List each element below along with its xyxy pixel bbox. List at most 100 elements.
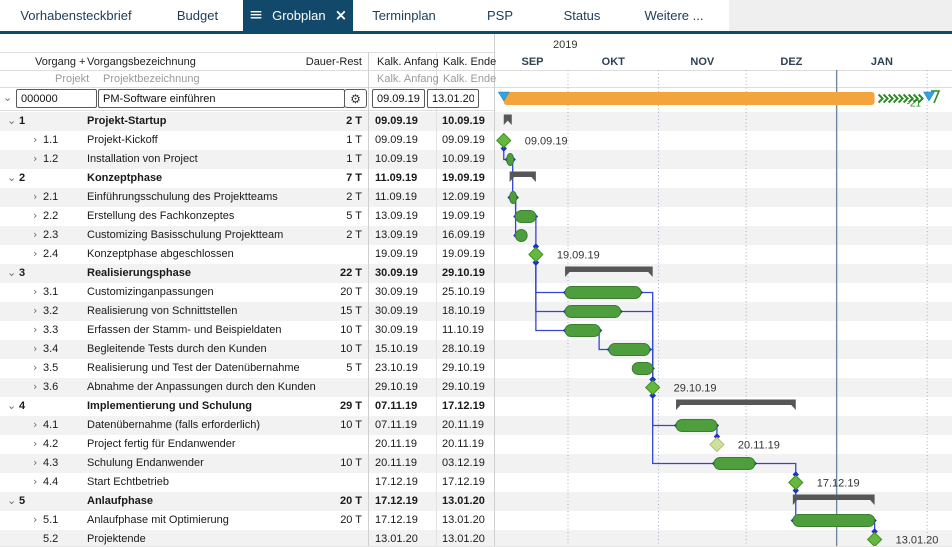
table-row-3.3[interactable]: ›3.3Erfassen der Stamm- und Beispieldate… (0, 321, 494, 340)
task-duration: 5 T (346, 362, 362, 375)
expand-chevron[interactable]: › (33, 342, 37, 355)
gantt-task-bar[interactable] (565, 325, 600, 337)
column-header-duration[interactable]: Dauer-Rest (306, 56, 362, 68)
task-number: 5 (19, 495, 25, 508)
task-start-date: 20.11.19 (375, 438, 417, 451)
project-start-input[interactable] (372, 89, 425, 108)
column-header-name[interactable]: Vorgangsbezeichnung (87, 56, 196, 68)
table-row-4.1[interactable]: ›4.1Datenübernahme (falls erforderlich)1… (0, 416, 494, 435)
table-row-1.2[interactable]: ›1.2Installation von Project1 T10.09.191… (0, 150, 494, 169)
collapse-chevron[interactable]: ⌄ (7, 399, 16, 412)
collapse-chevron[interactable]: ⌄ (7, 266, 16, 279)
project-settings-button[interactable]: ⚙ (344, 89, 367, 108)
task-end-date: 29.10.19 (442, 362, 485, 375)
task-number: 4.4 (43, 476, 58, 489)
table-row-4.4[interactable]: ›4.4Start Echtbetrieb17.12.1917.12.19 (0, 473, 494, 492)
expand-chevron[interactable]: › (33, 456, 37, 469)
table-row-2.1[interactable]: ›2.1Einführungsschulung des Projektteams… (0, 188, 494, 207)
project-expand-chevron[interactable]: ⌄ (3, 91, 12, 104)
task-end-date: 20.11.19 (442, 438, 484, 451)
table-row-4.3[interactable]: ›4.3Schulung Endanwender10 T20.11.1903.1… (0, 454, 494, 473)
expand-chevron[interactable]: › (33, 380, 37, 393)
table-row-3[interactable]: ⌄3Realisierungsphase22 T30.09.1929.10.19 (0, 264, 494, 283)
table-row-3.2[interactable]: ›3.2Realisierung von Schnittstellen15 T3… (0, 302, 494, 321)
collapse-chevron[interactable]: ⌄ (7, 171, 16, 184)
table-row-2.4[interactable]: ›2.4Konzeptphase abgeschlossen19.09.1919… (0, 245, 494, 264)
table-row-2.2[interactable]: ›2.2Erstellung des Fachkonzeptes5 T13.09… (0, 207, 494, 226)
expand-chevron[interactable]: › (33, 209, 37, 222)
gantt-task-bar[interactable] (565, 287, 641, 299)
buffer-chevron (919, 95, 923, 103)
gantt-summary-bar[interactable] (510, 172, 536, 183)
project-name-input[interactable] (98, 89, 345, 108)
collapse-chevron[interactable]: ⌄ (7, 114, 16, 127)
connector-node (596, 327, 602, 333)
gantt-task-bar[interactable] (632, 363, 652, 375)
gantt-milestone-diamond[interactable] (789, 476, 803, 490)
tab-vorhabensteckbrief[interactable]: Vorhabensteckbrief (0, 0, 152, 31)
task-duration: 2 T (346, 191, 362, 204)
tab-weitere[interactable]: Weitere ... (619, 0, 729, 31)
expand-chevron[interactable]: › (33, 437, 37, 450)
table-row-1.1[interactable]: ›1.1Projekt-Kickoff1 T09.09.1909.09.19 (0, 131, 494, 150)
task-number: 1.2 (43, 153, 58, 166)
task-start-date: 09.09.19 (375, 134, 418, 147)
table-row-3.5[interactable]: ›3.5Realisierung und Test der Datenübern… (0, 359, 494, 378)
table-row-2.3[interactable]: ›2.3Customizing Basisschulung Projekttea… (0, 226, 494, 245)
task-duration: 10 T (340, 457, 362, 470)
task-start-date: 09.09.19 (375, 115, 418, 128)
task-end-date: 09.09.19 (442, 134, 485, 147)
column-header-end[interactable]: Kalk. Ende (443, 56, 496, 68)
table-row-4[interactable]: ⌄4Implementierung und Schulung29 T07.11.… (0, 397, 494, 416)
tab-budget[interactable]: Budget (152, 0, 243, 31)
expand-chevron[interactable]: › (33, 247, 37, 260)
close-tab-icon[interactable]: × (335, 8, 348, 23)
month-label-dez: DEZ (780, 56, 802, 68)
expand-chevron[interactable]: › (33, 285, 37, 298)
tab-status[interactable]: Status (545, 0, 619, 31)
tab-psp[interactable]: PSP (455, 0, 545, 31)
table-row-4.2[interactable]: ›4.2Project fertig für Endanwender20.11.… (0, 435, 494, 454)
tab-grobplan[interactable]: ≡Grobplan× (243, 0, 353, 31)
task-start-date: 07.11.19 (375, 400, 417, 413)
column-header-start[interactable]: Kalk. Anfang (377, 56, 439, 68)
expand-chevron[interactable]: › (33, 361, 37, 374)
expand-chevron[interactable]: › (33, 418, 37, 431)
table-row-5[interactable]: ⌄5Anlaufphase20 T17.12.1913.01.20 (0, 492, 494, 511)
task-number: 3.6 (43, 381, 58, 394)
tab-terminplan[interactable]: Terminplan (353, 0, 455, 31)
project-id-input[interactable] (16, 89, 97, 108)
table-row-3.1[interactable]: ›3.1Customizinganpassungen20 T30.09.1925… (0, 283, 494, 302)
table-row-1[interactable]: ⌄1Projekt-Startup2 T09.09.1910.09.19 (0, 112, 494, 131)
expand-chevron[interactable]: › (33, 190, 37, 203)
expand-chevron[interactable]: › (33, 228, 37, 241)
gantt-summary-bar[interactable] (676, 400, 796, 411)
table-row-3.4[interactable]: ›3.4Begleitende Tests durch den Kunden10… (0, 340, 494, 359)
table-row-5.2[interactable]: 5.2Projektende13.01.2013.01.20 (0, 530, 494, 547)
table-row-2[interactable]: ⌄2Konzeptphase7 T11.09.1919.09.19 (0, 169, 494, 188)
timeline-year-label: 2019 (553, 39, 577, 51)
gantt-project-bar[interactable] (504, 92, 875, 105)
gantt-task-bar[interactable] (793, 515, 875, 527)
table-row-5.1[interactable]: ›5.1Anlaufphase mit Optimierung20 T17.12… (0, 511, 494, 530)
column-header-task[interactable]: Vorgang + (35, 56, 85, 68)
expand-chevron[interactable]: › (33, 152, 37, 165)
expand-chevron[interactable]: › (33, 475, 37, 488)
table-row-3.6[interactable]: ›3.6Abnahme der Anpassungen durch den Ku… (0, 378, 494, 397)
gantt-task-bar[interactable] (515, 211, 535, 223)
expand-chevron[interactable]: › (33, 323, 37, 336)
gantt-milestone-diamond[interactable] (710, 438, 724, 452)
collapse-chevron[interactable]: ⌄ (7, 494, 16, 507)
task-start-date: 19.09.19 (375, 248, 418, 261)
task-end-date: 29.10.19 (442, 267, 485, 280)
expand-chevron[interactable]: › (33, 513, 37, 526)
expand-chevron[interactable]: › (33, 133, 37, 146)
task-number: 2 (19, 172, 25, 185)
expand-chevron[interactable]: › (33, 304, 37, 317)
gantt-milestone-diamond[interactable] (529, 248, 543, 262)
tab-label: Terminplan (372, 8, 436, 23)
connector-node (648, 365, 654, 371)
project-end-input[interactable] (427, 89, 479, 108)
task-start-date: 29.10.19 (375, 381, 418, 394)
gantt-milestone-diamond[interactable] (497, 134, 511, 148)
